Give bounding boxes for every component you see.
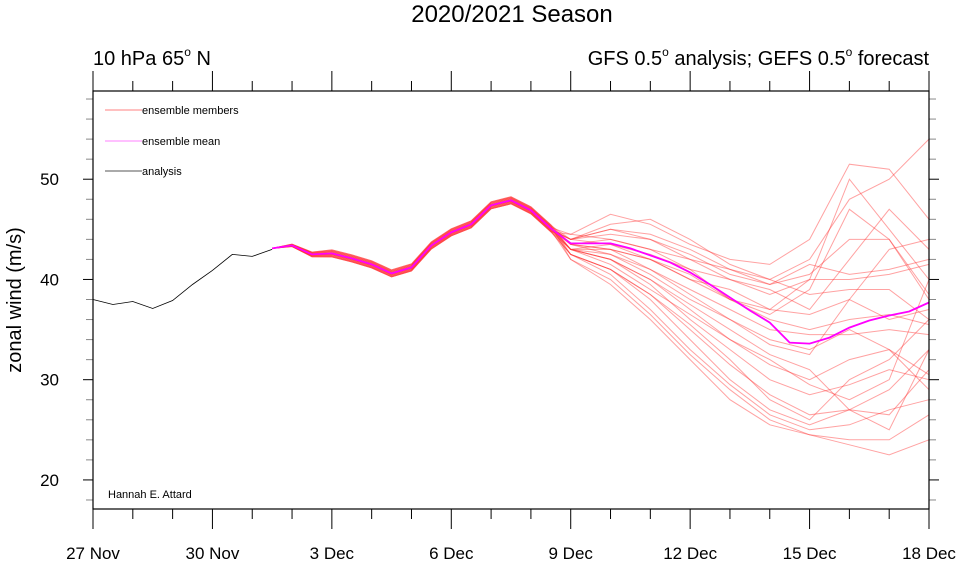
y-tick-label: 20: [40, 471, 59, 490]
ensemble-member-line: [272, 202, 930, 426]
ensemble-member-line: [272, 202, 930, 311]
ensemble-member-line: [272, 196, 930, 441]
ensemble-member-line: [272, 196, 930, 286]
x-tick-label: 27 Nov: [66, 544, 120, 561]
x-tick-label: 12 Dec: [663, 544, 717, 561]
chart-title: 2020/2021 Season: [411, 1, 613, 28]
ensemble-member-line: [272, 198, 930, 376]
ensemble-member-line: [272, 201, 930, 296]
ensemble-member-line: [272, 203, 930, 391]
x-tick-label: 3 Dec: [310, 544, 355, 561]
ensemble-member-line: [272, 199, 930, 320]
ensemble-member-line: [272, 138, 930, 281]
y-axis-label: zonal wind (m/s): [4, 227, 26, 373]
y-tick-label: 50: [40, 170, 59, 189]
legend-label-mean: ensemble mean: [142, 136, 220, 148]
ensemble-member-line: [272, 198, 930, 431]
subtitle-left: 10 hPa 65o N: [93, 45, 211, 70]
ensemble-member-line: [272, 201, 930, 456]
x-tick-label: 18 Dec: [902, 544, 956, 561]
ensemble-member-line: [272, 201, 930, 321]
legend-label-analysis: analysis: [142, 166, 182, 178]
plot-frame: [92, 90, 930, 510]
ensemble-member-line: [271, 196, 930, 331]
credit-text: Hannah E. Attard: [108, 489, 192, 501]
ensemble-member-line: [272, 178, 930, 311]
ensemble-member-line: [272, 197, 930, 416]
y-tick-label: 30: [40, 371, 59, 390]
series-layer: [92, 138, 930, 456]
ensemble-member-line: [272, 199, 930, 431]
legend: ensemble members ensemble mean analysis: [105, 105, 239, 178]
ensemble-mean-line: [271, 199, 930, 345]
ensemble-member-line: [272, 200, 930, 300]
x-tick-label: 15 Dec: [783, 544, 837, 561]
legend-label-members: ensemble members: [142, 105, 239, 117]
subtitle-right: GFS 0.5o analysis; GEFS 0.5o forecast: [588, 45, 930, 70]
x-tick-label: 6 Dec: [429, 544, 474, 561]
ensemble-member-line: [272, 200, 930, 396]
analysis-line: [92, 249, 273, 309]
tick-labels: 27 Nov 30 Nov 3 Dec 6 Dec 9 Dec 12 Dec 15 Dec 1…: [40, 170, 956, 561]
ensemble-member-line: [272, 163, 930, 278]
axis-ticks: [83, 71, 939, 529]
ensemble-member-line: [271, 196, 930, 356]
x-tick-label: 30 Nov: [185, 544, 239, 561]
x-tick-label: 9 Dec: [549, 544, 594, 561]
y-tick-label: 40: [40, 270, 59, 289]
ensemble-member-line: [272, 203, 930, 421]
ensemble-member-line: [272, 201, 930, 336]
